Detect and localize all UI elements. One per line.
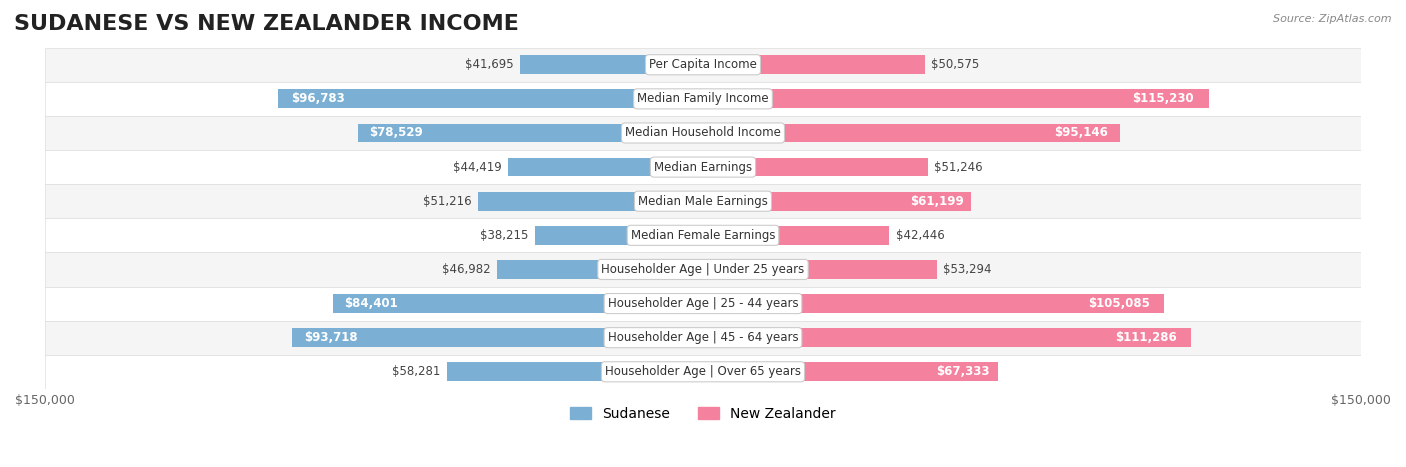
Bar	[508, 158, 703, 177]
Text: Median Family Income: Median Family Income	[637, 92, 769, 106]
FancyBboxPatch shape	[45, 286, 1361, 321]
FancyBboxPatch shape	[45, 48, 1361, 82]
Bar	[703, 192, 972, 211]
Bar	[703, 226, 889, 245]
Bar	[703, 124, 1121, 142]
Text: $67,333: $67,333	[936, 365, 990, 378]
Text: Median Earnings: Median Earnings	[654, 161, 752, 174]
Text: $42,446: $42,446	[896, 229, 945, 242]
Text: Per Capita Income: Per Capita Income	[650, 58, 756, 71]
Text: $93,718: $93,718	[304, 331, 357, 344]
Text: Median Female Earnings: Median Female Earnings	[631, 229, 775, 242]
Bar	[703, 158, 928, 177]
Bar	[703, 294, 1164, 313]
Bar	[496, 260, 703, 279]
Text: $84,401: $84,401	[344, 297, 398, 310]
Text: $111,286: $111,286	[1115, 331, 1177, 344]
Text: Householder Age | 45 - 64 years: Householder Age | 45 - 64 years	[607, 331, 799, 344]
Text: Householder Age | Under 25 years: Householder Age | Under 25 years	[602, 263, 804, 276]
Legend: Sudanese, New Zealander: Sudanese, New Zealander	[565, 401, 841, 426]
Text: Source: ZipAtlas.com: Source: ZipAtlas.com	[1274, 14, 1392, 24]
Text: $61,199: $61,199	[910, 195, 963, 208]
Text: $51,246: $51,246	[935, 161, 983, 174]
Text: $38,215: $38,215	[481, 229, 529, 242]
FancyBboxPatch shape	[45, 355, 1361, 389]
Text: $53,294: $53,294	[943, 263, 991, 276]
Text: $96,783: $96,783	[291, 92, 344, 106]
Bar	[478, 192, 703, 211]
Bar	[333, 294, 703, 313]
Bar	[703, 260, 936, 279]
FancyBboxPatch shape	[45, 321, 1361, 355]
Bar	[447, 362, 703, 381]
FancyBboxPatch shape	[45, 252, 1361, 286]
FancyBboxPatch shape	[45, 218, 1361, 252]
Bar	[703, 90, 1209, 108]
Text: $105,085: $105,085	[1088, 297, 1150, 310]
Bar	[278, 90, 703, 108]
Text: $41,695: $41,695	[465, 58, 513, 71]
FancyBboxPatch shape	[45, 184, 1361, 218]
FancyBboxPatch shape	[45, 116, 1361, 150]
Bar	[359, 124, 703, 142]
Text: Householder Age | Over 65 years: Householder Age | Over 65 years	[605, 365, 801, 378]
Text: $58,281: $58,281	[392, 365, 440, 378]
Text: $78,529: $78,529	[368, 127, 423, 140]
Text: Median Household Income: Median Household Income	[626, 127, 780, 140]
Bar	[536, 226, 703, 245]
FancyBboxPatch shape	[45, 150, 1361, 184]
Text: $51,216: $51,216	[423, 195, 472, 208]
Text: $46,982: $46,982	[441, 263, 491, 276]
Text: $44,419: $44,419	[453, 161, 502, 174]
FancyBboxPatch shape	[45, 82, 1361, 116]
Text: Median Male Earnings: Median Male Earnings	[638, 195, 768, 208]
Bar	[292, 328, 703, 347]
Text: $115,230: $115,230	[1132, 92, 1194, 106]
Bar	[703, 362, 998, 381]
Text: $95,146: $95,146	[1054, 127, 1108, 140]
Bar	[520, 56, 703, 74]
Text: $50,575: $50,575	[931, 58, 980, 71]
Text: SUDANESE VS NEW ZEALANDER INCOME: SUDANESE VS NEW ZEALANDER INCOME	[14, 14, 519, 34]
Bar	[703, 328, 1191, 347]
Bar	[703, 56, 925, 74]
Text: Householder Age | 25 - 44 years: Householder Age | 25 - 44 years	[607, 297, 799, 310]
